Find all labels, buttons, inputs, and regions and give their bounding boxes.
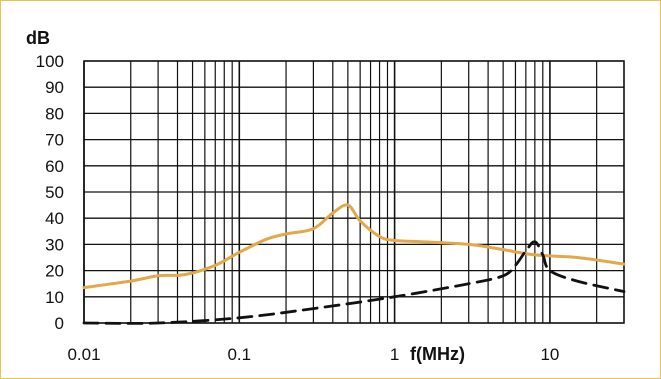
dashed-series-line: [82, 240, 626, 325]
x-tick-labels: 0.01 0.1 1 10: [67, 345, 559, 364]
y-tick-labels: 0 10 20 30 40 50 60 70 80 90 100: [36, 52, 64, 333]
chart-series: [82, 203, 626, 325]
x-tick-label: 0.01: [67, 345, 100, 364]
y-axis-label: dB: [26, 28, 50, 48]
chart-grid: [83, 60, 625, 324]
x-axis-label: f(MHz): [410, 344, 465, 364]
y-tick-label: 80: [45, 104, 64, 123]
solid-series-line: [82, 203, 626, 290]
x-tick-label: 10: [540, 345, 559, 364]
y-tick-label: 100: [36, 52, 64, 71]
y-tick-label: 70: [45, 131, 64, 150]
y-tick-label: 30: [45, 235, 64, 254]
y-tick-label: 40: [45, 209, 64, 228]
y-tick-label: 10: [45, 288, 64, 307]
plot-border: [83, 60, 625, 324]
x-tick-label: 0.1: [227, 345, 251, 364]
y-tick-label: 60: [45, 157, 64, 176]
x-tick-label: 1: [390, 345, 399, 364]
y-tick-label: 20: [45, 262, 64, 281]
y-tick-label: 0: [55, 314, 64, 333]
y-tick-label: 90: [45, 78, 64, 97]
y-tick-label: 50: [45, 183, 64, 202]
